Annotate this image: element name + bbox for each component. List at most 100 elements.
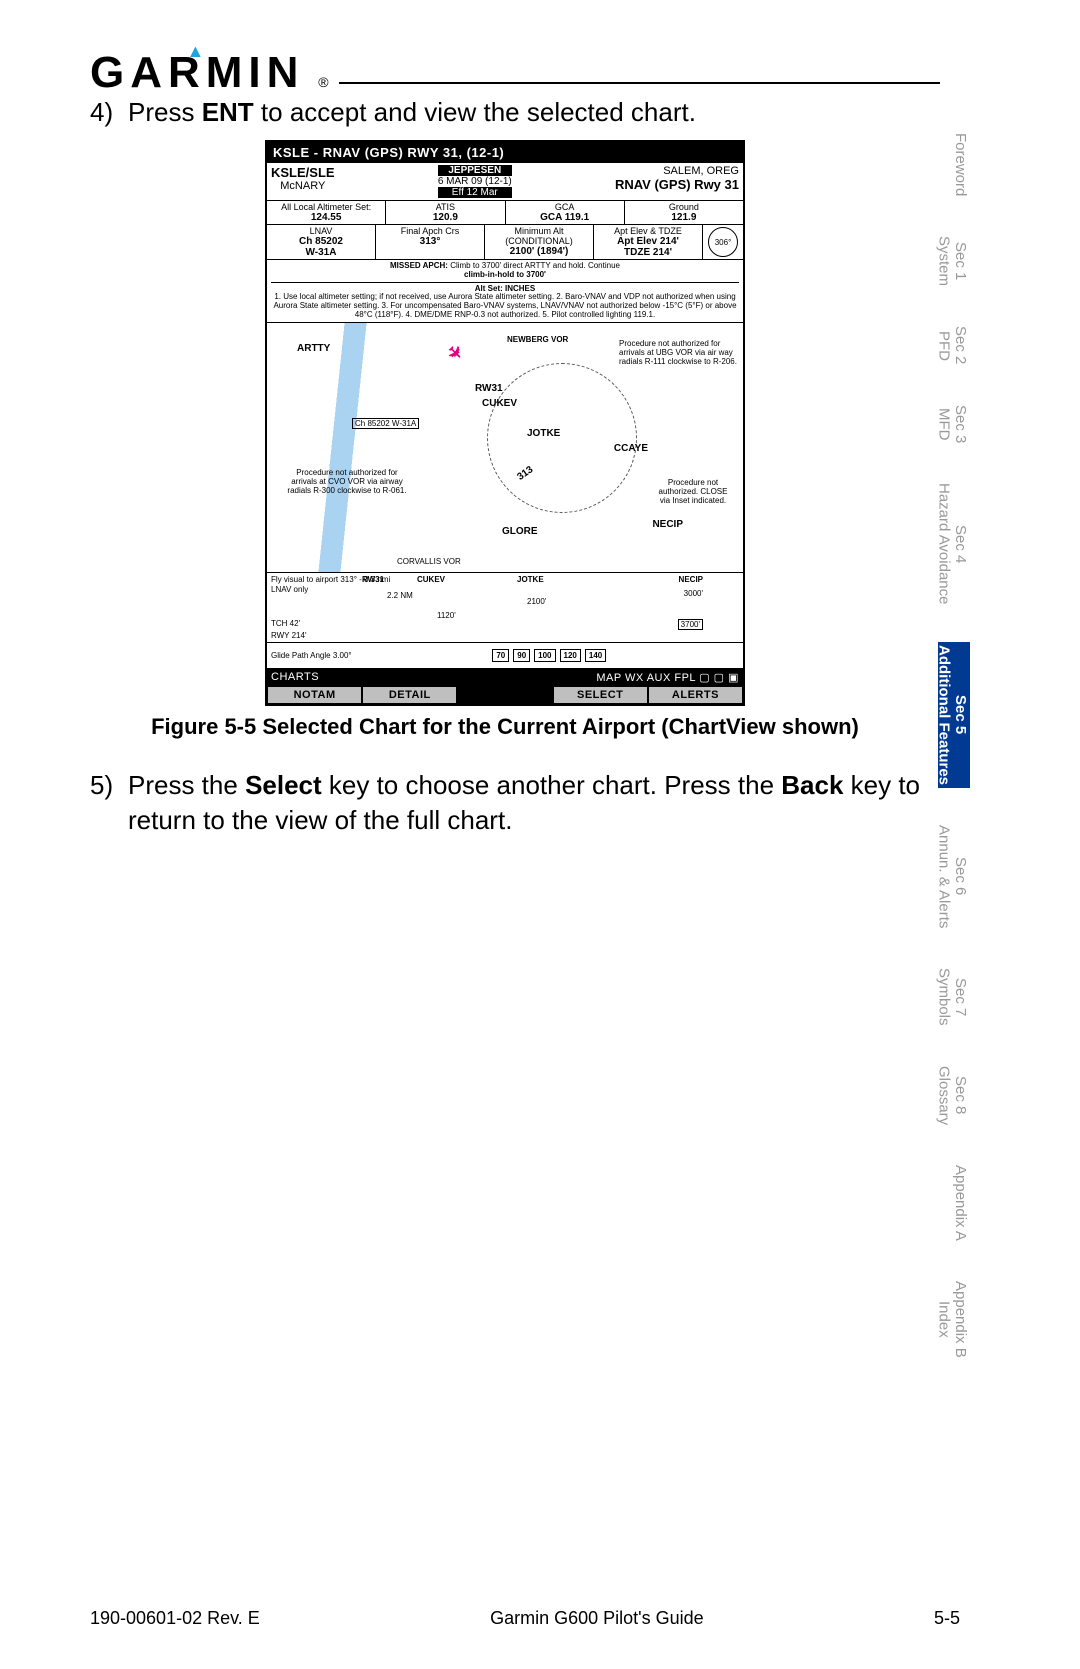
screen-tabs: CHARTS MAP WX AUX FPL ▢ ▢ ▣ <box>267 669 743 686</box>
speed-boxes: 70 90 100 120 140 <box>356 649 743 662</box>
chart-titlebar: KSLE - RNAV (GPS) RWY 31, (12-1) <box>267 142 743 163</box>
planview-map: ✈ ARTTY Ch 85202 W-31A CORVALLIS VOR NEW… <box>267 323 743 573</box>
section-tab[interactable]: Foreword <box>938 130 970 199</box>
artty-fix: ARTTY <box>297 343 330 354</box>
profile-view: Fly visual to airport 313° - 0.3 nmi LNA… <box>267 573 743 643</box>
section-tab[interactable]: Sec 8Glossary <box>938 1063 970 1128</box>
step-5: 5) Press the Select key to choose anothe… <box>90 768 920 838</box>
section-tab[interactable]: Sec 7Symbols <box>938 965 970 1029</box>
strip2-c1-valueb: W-31A <box>269 247 373 258</box>
section-tab[interactable]: Sec 1System <box>938 233 970 289</box>
notes-text: 1. Use local altimeter setting; if not r… <box>273 292 736 319</box>
section-tab[interactable]: Sec 6Annun. & Alerts <box>938 822 970 931</box>
softkey-notam[interactable]: NOTAM <box>268 687 361 703</box>
nav-mode-label: MAP WX AUX FPL ▢ ▢ ▣ <box>596 671 739 684</box>
strip1-c1: All Local Altimeter Set:124.55 <box>267 201 386 224</box>
arc-circle <box>487 363 637 513</box>
softkey-alerts[interactable]: ALERTS <box>649 687 742 703</box>
proc-note-1: Procedure not authorized for arrivals at… <box>619 339 739 366</box>
tch: TCH 42' <box>271 619 300 628</box>
proc-note-2: Procedure not authorized for arrivals at… <box>287 468 407 495</box>
softkey-bar: NOTAM DETAIL SELECT ALERTS <box>267 686 743 704</box>
airport-ident: KSLE/SLE <box>271 165 335 180</box>
procedure-label: RNAV (GPS) Rwy 31 <box>615 177 739 192</box>
section-tab[interactable]: Sec 2PFD <box>938 323 970 367</box>
rw31-fix: RW31 <box>475 383 503 394</box>
airport-ident-block: KSLE/SLE McNARY <box>271 165 335 198</box>
chart-header-center: JEPPESEN 6 MAR 09 (12-1) Eff 12 Mar <box>438 165 512 198</box>
strip2-c3: Minimum Alt (CONDITIONAL)2100' (1894') <box>485 225 594 259</box>
prof-3000: 3000' <box>684 589 703 598</box>
step-5-number: 5) <box>90 768 128 838</box>
notes-box: MISSED APCH: Climb to 3700' direct ARTTY… <box>267 260 743 323</box>
sp140: 140 <box>585 649 606 662</box>
section-tab[interactable]: Sec 5Additional Features <box>938 642 970 788</box>
chartview-screenshot: KSLE - RNAV (GPS) RWY 31, (12-1) KSLE/SL… <box>265 140 745 706</box>
sp70: 70 <box>492 649 509 662</box>
step-4-text: Press ENT to accept and view the selecte… <box>128 95 920 130</box>
doc-number: 190-00601-02 Rev. E <box>90 1608 260 1629</box>
corvallis-vor: CORVALLIS VOR <box>397 557 461 566</box>
step-4-number: 4) <box>90 95 128 130</box>
msa-value: 306° <box>708 227 738 257</box>
ma-alt: 3700' <box>678 619 703 630</box>
strip2-c3-value: 2100' (1894') <box>487 246 591 257</box>
approach-strip: LNAVCh 85202W-31A Final Apch Crs313° Min… <box>267 225 743 260</box>
figure-caption: Figure 5-5 Selected Chart for the Curren… <box>90 714 920 740</box>
strip2-c4: Apt Elev & TDZEApt Elev 214'TDZE 214' <box>594 225 703 259</box>
strip1-c4: Ground121.9 <box>625 201 743 224</box>
chart-info-bar: KSLE/SLE McNARY JEPPESEN 6 MAR 09 (12-1)… <box>267 163 743 201</box>
aircraft-icon: ✈ <box>442 341 468 367</box>
strip2-c2: Final Apch Crs313° <box>376 225 485 259</box>
msa-circle: 306° <box>703 225 743 259</box>
section-tab[interactable]: Sec 3MFD <box>938 402 970 446</box>
header-rule <box>339 82 940 84</box>
missed-apch-text: Climb to 3700' direct ARTTY and hold. Co… <box>450 261 620 270</box>
jeppesen-label: JEPPESEN <box>438 165 512 176</box>
strip1-c2: ATIS120.9 <box>386 201 505 224</box>
strip2-c2-value: 313° <box>378 236 482 247</box>
strip2-c1-valuea: Ch 85202 <box>269 236 373 247</box>
jotke-fix: JOTKE <box>527 428 560 439</box>
page-header: GARMIN ▲ ® <box>90 30 940 90</box>
strip2-c3-label: Minimum Alt (CONDITIONAL) <box>487 226 591 246</box>
strip1-c3-label: GCA <box>508 202 622 212</box>
strip2-c4-valuea: Apt Elev 214' <box>596 236 700 247</box>
strip2-c4-label: Apt Elev & TDZE <box>596 226 700 236</box>
proc-note-3: Procedure not authorized. CLOSE via Inse… <box>653 478 733 505</box>
prof-2100: 2100' <box>527 597 546 606</box>
ccaye-fix: CCAYE <box>614 443 648 454</box>
prof-nm: 2.2 NM <box>387 591 413 600</box>
glide-angle: Glide Path Angle 3.00° <box>267 651 356 660</box>
minimums-row: Glide Path Angle 3.00° 70 90 100 120 140 <box>267 643 743 669</box>
charts-tab-label: CHARTS <box>271 671 319 684</box>
strip2-c2-label: Final Apch Crs <box>378 226 482 236</box>
cukev-fix: CUKEV <box>482 398 517 409</box>
softkey-empty <box>458 687 551 703</box>
rwy-elev: RWY 214' <box>271 631 306 640</box>
sp90: 90 <box>513 649 530 662</box>
airport-name: McNARY <box>271 180 335 192</box>
section-tab[interactable]: Sec 4Hazard Avoidance <box>938 480 970 607</box>
chart-header-right: SALEM, OREG RNAV (GPS) Rwy 31 <box>615 165 739 198</box>
section-tab[interactable]: Appendix A <box>938 1162 970 1244</box>
chart-date: 6 MAR 09 (12-1) <box>438 176 512 187</box>
necip-fix: NECIP <box>652 519 683 530</box>
sp120: 120 <box>560 649 581 662</box>
missed-apch-label: MISSED APCH: <box>390 261 448 270</box>
strip1-c2-label: ATIS <box>388 202 502 212</box>
strip1-c1-value: 124.55 <box>269 212 383 223</box>
sp100: 100 <box>534 649 555 662</box>
section-tab[interactable]: Appendix BIndex <box>938 1278 970 1361</box>
strip2-c4-valueb: TDZE 214' <box>596 247 700 258</box>
strip1-c4-label: Ground <box>627 202 741 212</box>
garmin-delta-icon: ▲ <box>186 41 204 62</box>
step-5-text: Press the Select key to choose another c… <box>128 768 920 838</box>
page-number: 5-5 <box>934 1608 960 1629</box>
softkey-select[interactable]: SELECT <box>554 687 647 703</box>
missed-apch-text2: climb-in-hold to 3700' <box>464 270 546 279</box>
softkey-detail[interactable]: DETAIL <box>363 687 456 703</box>
prof-rw31: RW31 <box>362 575 384 584</box>
step-4: 4) Press ENT to accept and view the sele… <box>90 95 920 130</box>
strip1-c4-value: 121.9 <box>627 212 741 223</box>
